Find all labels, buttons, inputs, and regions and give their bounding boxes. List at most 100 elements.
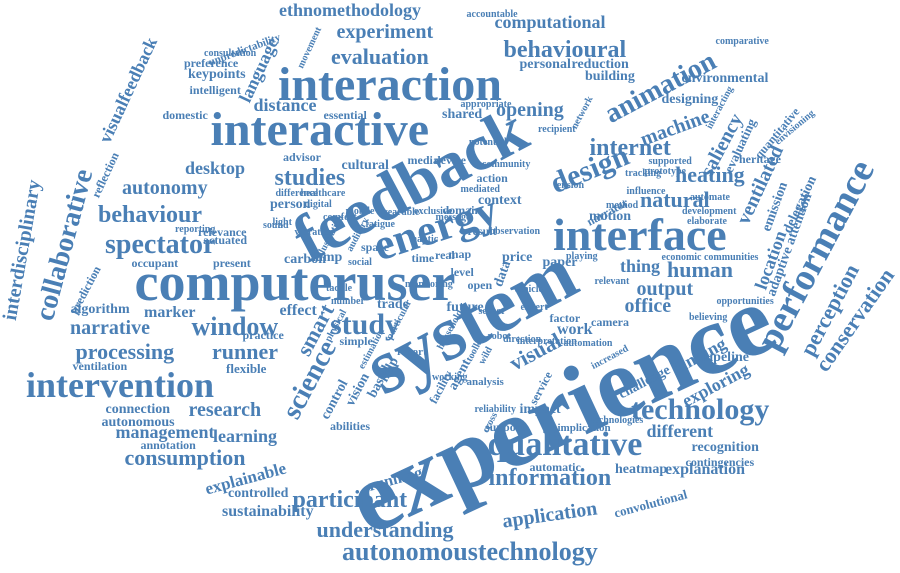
word-designing: designing	[661, 92, 719, 107]
word-marker: marker	[144, 304, 196, 321]
word-interpretation: interpretation	[517, 336, 577, 347]
word-price: price	[502, 250, 533, 265]
word-network: network	[569, 94, 596, 132]
word-carbon: carbon	[284, 252, 326, 267]
word-action: action	[476, 171, 508, 185]
word-sustainability: sustainability	[222, 503, 314, 520]
word-lamp: lamp	[312, 250, 343, 265]
word-observation: observation	[490, 226, 540, 237]
word-narrative: narrative	[70, 317, 150, 339]
word-cultural: cultural	[341, 158, 389, 173]
word-keypoints: keypoints	[188, 67, 246, 82]
word-consumption: consumption	[124, 445, 246, 470]
word-reporting: reporting	[175, 224, 216, 235]
word-exclusive: exclusive	[414, 206, 453, 217]
word-domain: domain	[442, 203, 482, 217]
word-expert: expert	[520, 302, 548, 313]
word-heatmap: heatmap	[615, 462, 668, 477]
word-occupant: occupant	[131, 256, 179, 270]
word-tactile: tactile	[326, 283, 353, 294]
word-information: information	[488, 465, 612, 491]
word-interface: interface	[553, 209, 727, 260]
word-studies: studies	[274, 165, 346, 191]
word-development: development	[682, 206, 737, 217]
word-person: person	[270, 197, 311, 212]
word-connection: connection	[105, 402, 171, 417]
word-support: support	[485, 420, 526, 434]
word-factor: factor	[549, 311, 581, 325]
word-internet: internet	[589, 135, 671, 161]
word-paper: paper	[542, 255, 578, 270]
word-digital: digital	[304, 199, 332, 210]
word-analysis: analysis	[466, 375, 504, 388]
word-pipeline: pipeline	[701, 350, 749, 365]
word-natural: natural	[640, 187, 710, 212]
word-reliability: reliability	[474, 404, 516, 415]
word-wearable: wearable	[380, 207, 420, 218]
word-camera: camera	[591, 315, 629, 329]
word-distance: distance	[253, 95, 317, 115]
word-influence: influence	[626, 186, 666, 197]
word-light: light	[272, 217, 292, 228]
word-runner: runner	[212, 339, 278, 364]
word-future: future	[446, 300, 484, 315]
word-research: research	[188, 399, 262, 421]
word-mediated: mediated	[460, 184, 500, 195]
word-supported: supported	[648, 156, 692, 167]
word-domestic: domestic	[162, 108, 208, 122]
word-interactive: interactive	[210, 103, 430, 156]
word-space: space	[361, 240, 389, 254]
word-shared: shared	[442, 107, 483, 122]
word-computeruser: computeruser	[134, 252, 456, 312]
word-work: work	[557, 321, 593, 338]
word-abilities: abilities	[330, 419, 371, 433]
word-flexible: flexible	[226, 360, 267, 376]
word-accountable: accountable	[466, 9, 518, 20]
word-number: number	[331, 296, 365, 307]
word-economic-communities: economic communities	[661, 252, 759, 263]
word-environmental: environmental	[681, 71, 769, 86]
word-prototype: prototype	[644, 166, 686, 177]
word-contingencies: contingencies	[685, 455, 755, 469]
word-recipient: recipient	[538, 124, 576, 135]
word-vibration: vibration	[294, 227, 334, 238]
word-trade: trade	[377, 297, 409, 312]
word-ethnomethodology: ethnomethodology	[279, 0, 422, 20]
word-simple: simple	[339, 334, 373, 348]
word-desktop: desktop	[185, 158, 246, 178]
word-preference: preference	[184, 56, 239, 70]
word-impact: impact	[519, 402, 561, 417]
word-explanation: explanation	[665, 461, 746, 478]
word-consultation: consultation	[204, 48, 257, 59]
word-direction: direction	[503, 334, 542, 345]
word-behavioural: behavioural	[503, 37, 627, 63]
word-computational: computational	[494, 12, 606, 32]
word-monitoring: monitoring	[405, 279, 453, 290]
word-recognition: recognition	[691, 440, 759, 455]
word-report: report	[397, 345, 427, 358]
word-community: community	[482, 159, 531, 170]
word-study: study	[330, 308, 401, 341]
word-management: management	[115, 422, 215, 442]
word-context: context	[478, 193, 522, 208]
word-comparative: comparative	[715, 36, 769, 47]
word-experiment: experiment	[336, 21, 434, 43]
word-autonomoustechnology: autonomoustechnology	[342, 537, 598, 566]
word-building: building	[585, 69, 635, 84]
word-tracking: tracking	[625, 168, 662, 179]
word-sensor: sensor	[478, 306, 506, 317]
word-processing: processing	[75, 339, 175, 364]
word-controlled: controlled	[228, 486, 289, 501]
word-difference: difference	[275, 188, 319, 199]
word-technology: technology	[631, 393, 770, 426]
word-actuated: actuated	[203, 233, 247, 247]
word-media: media	[407, 153, 439, 167]
word-relevant: relevant	[594, 276, 630, 287]
word-elaborate: elaborate	[687, 216, 727, 227]
word-robot: robot	[487, 331, 511, 342]
word-opportunities: opportunities	[716, 296, 774, 307]
word-autonomous: autonomous	[101, 415, 175, 430]
word-heritage: heritage	[739, 152, 781, 166]
word-result: result	[467, 224, 497, 238]
word-interaction: interaction	[278, 58, 502, 111]
